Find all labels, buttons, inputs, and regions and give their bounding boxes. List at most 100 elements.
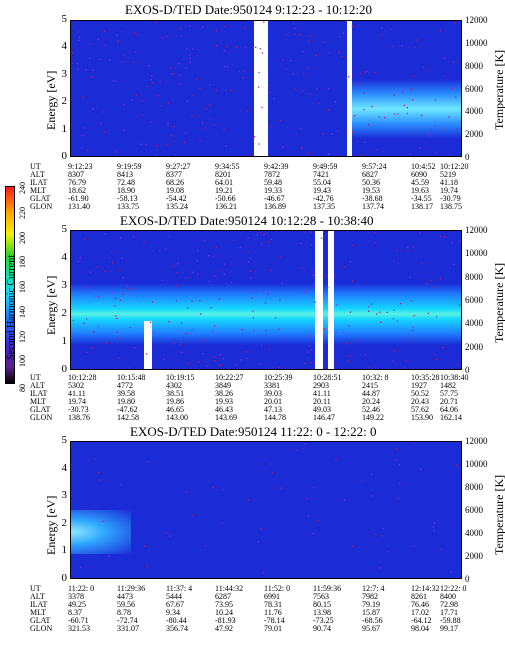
noise-pixel xyxy=(302,50,304,53)
noise-pixel xyxy=(174,154,177,156)
noise-pixel xyxy=(205,545,207,547)
noise-pixel xyxy=(178,83,181,85)
orbit-value: 133.75 xyxy=(117,202,139,211)
noise-pixel xyxy=(433,522,436,524)
orbit-value: 356.74 xyxy=(166,624,188,633)
panel3-y2label: Temperature [K] xyxy=(492,474,505,555)
orbit-value: 10:15:48 xyxy=(117,373,146,382)
orbit-value: 162.14 xyxy=(440,413,462,422)
noise-pixel xyxy=(205,108,207,110)
noise-pixel xyxy=(304,442,306,445)
noise-pixel xyxy=(439,235,442,238)
noise-pixel xyxy=(143,241,145,243)
noise-pixel xyxy=(246,110,248,112)
noise-pixel xyxy=(433,287,435,289)
noise-pixel xyxy=(440,548,442,551)
orbit-value: 9:42:39 xyxy=(264,162,289,171)
orbit-value: 79.19 xyxy=(362,600,380,609)
orbit-value: 135.24 xyxy=(166,202,188,211)
noise-pixel xyxy=(392,318,395,320)
orbit-value: -30.73 xyxy=(68,405,89,414)
noise-pixel xyxy=(175,284,177,287)
panel2-y2tick: 4000 xyxy=(465,318,483,329)
noise-pixel xyxy=(79,36,81,38)
colorbar-tick: 180 xyxy=(18,256,27,269)
orbit-value: 153.90 xyxy=(411,413,433,422)
noise-pixel xyxy=(344,266,346,268)
noise-pixel xyxy=(157,95,159,97)
noise-pixel xyxy=(81,147,83,149)
noise-pixel xyxy=(133,32,136,34)
noise-pixel xyxy=(296,449,298,451)
noise-pixel xyxy=(85,351,88,354)
noise-pixel xyxy=(218,299,220,301)
noise-pixel xyxy=(128,367,130,369)
noise-pixel xyxy=(213,360,216,362)
noise-pixel xyxy=(307,515,310,517)
noise-pixel xyxy=(129,288,131,290)
orbit-value: 8377 xyxy=(166,170,182,179)
panel1-y2tick: 4000 xyxy=(465,106,483,117)
noise-pixel xyxy=(95,295,97,297)
panel2-data-gap xyxy=(144,321,152,369)
noise-pixel xyxy=(396,320,398,322)
noise-pixel xyxy=(444,57,446,59)
noise-pixel xyxy=(410,88,412,91)
orbit-row-label: ILAT xyxy=(30,178,48,187)
noise-pixel xyxy=(106,342,108,344)
noise-pixel xyxy=(200,313,202,315)
noise-pixel xyxy=(119,299,122,301)
noise-pixel xyxy=(363,92,365,94)
noise-pixel xyxy=(151,301,154,303)
noise-pixel xyxy=(396,249,398,252)
noise-pixel xyxy=(173,265,176,268)
panel1-y2tick: 0 xyxy=(465,152,470,162)
orbit-value: 52.46 xyxy=(362,405,380,414)
noise-pixel xyxy=(394,363,397,365)
noise-pixel xyxy=(189,58,191,60)
panel2-spectrogram xyxy=(70,230,462,370)
orbit-value: -68.56 xyxy=(362,616,383,625)
orbit-value: 18.90 xyxy=(117,186,135,195)
noise-pixel xyxy=(338,36,340,38)
noise-pixel xyxy=(313,275,315,277)
noise-pixel xyxy=(384,117,386,119)
noise-pixel xyxy=(79,567,81,569)
orbit-value: -34.55 xyxy=(411,194,432,203)
noise-pixel xyxy=(364,71,366,73)
orbit-value: 9:19:59 xyxy=(117,162,142,171)
noise-pixel xyxy=(173,73,175,75)
noise-pixel xyxy=(412,246,414,248)
noise-pixel xyxy=(252,310,254,312)
orbit-value: 76.46 xyxy=(411,600,429,609)
noise-pixel xyxy=(176,272,178,274)
noise-pixel xyxy=(85,69,87,71)
orbit-value: 80.15 xyxy=(313,600,331,609)
panel3-y2tick: 6000 xyxy=(465,505,483,515)
orbit-value: 19.43 xyxy=(313,186,331,195)
noise-pixel xyxy=(147,461,149,463)
colorbar-tick: 80 xyxy=(18,384,27,392)
panel2-y2tick: 2000 xyxy=(465,341,483,352)
noise-pixel xyxy=(376,149,378,151)
noise-pixel xyxy=(156,145,158,147)
orbit-value: -64.12 xyxy=(411,616,432,625)
noise-pixel xyxy=(354,115,356,117)
noise-pixel xyxy=(294,33,296,35)
noise-pixel xyxy=(443,75,445,78)
noise-pixel xyxy=(171,73,173,75)
noise-pixel xyxy=(427,312,429,315)
noise-pixel xyxy=(334,274,336,276)
orbit-value: 20.24 xyxy=(362,397,380,406)
noise-pixel xyxy=(245,155,247,156)
noise-pixel xyxy=(407,250,409,252)
noise-pixel xyxy=(396,448,398,450)
orbit-value: 8400 xyxy=(440,592,456,601)
noise-pixel xyxy=(150,321,152,324)
orbit-value: 3381 xyxy=(264,381,280,390)
noise-pixel xyxy=(81,286,83,289)
noise-pixel xyxy=(328,52,331,54)
orbit-value: 3849 xyxy=(215,381,231,390)
noise-pixel xyxy=(414,46,416,49)
noise-pixel xyxy=(83,322,85,324)
